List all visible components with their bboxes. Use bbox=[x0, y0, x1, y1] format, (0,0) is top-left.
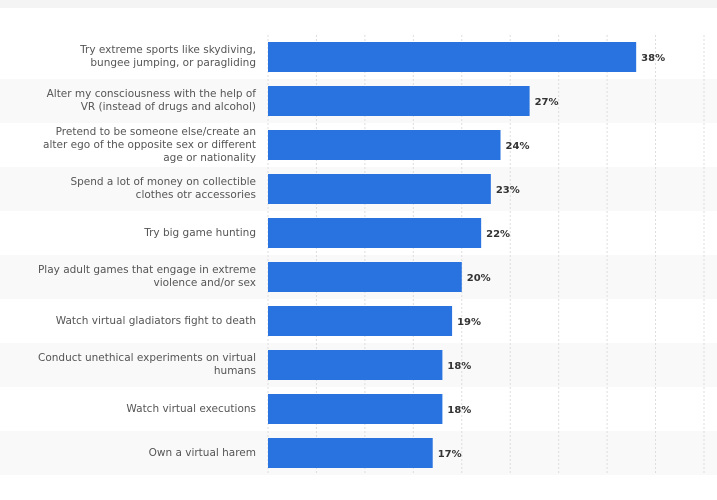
category-label: Conduct unethical experiments on virtual… bbox=[38, 352, 256, 377]
bar bbox=[268, 42, 637, 72]
category-label: Alter my consciousness with the help of … bbox=[46, 88, 256, 113]
bar bbox=[268, 394, 443, 424]
value-label: 18% bbox=[447, 361, 471, 372]
category-label: Try extreme sports like skydiving, bunge… bbox=[80, 44, 256, 69]
category-label: Pretend to be someone else/create an alt… bbox=[43, 125, 256, 164]
value-label: 18% bbox=[447, 405, 471, 416]
value-label: 24% bbox=[506, 141, 530, 152]
bar bbox=[268, 130, 501, 160]
bar bbox=[268, 218, 482, 248]
category-label: Play adult games that engage in extreme … bbox=[37, 264, 256, 289]
bar bbox=[268, 350, 443, 380]
bar bbox=[268, 438, 433, 468]
value-label: 19% bbox=[457, 317, 481, 328]
bar bbox=[268, 174, 491, 204]
bar bbox=[268, 86, 530, 116]
category-label: Watch virtual executions bbox=[126, 402, 256, 415]
value-label: 27% bbox=[535, 97, 559, 108]
value-label: 22% bbox=[486, 229, 510, 240]
value-label: 20% bbox=[467, 273, 491, 284]
value-label: 38% bbox=[641, 53, 665, 64]
value-label: 17% bbox=[438, 449, 462, 460]
bar bbox=[268, 306, 453, 336]
bar bbox=[268, 262, 462, 292]
category-label: Try big game hunting bbox=[144, 226, 256, 239]
category-label: Spend a lot of money on collectible clot… bbox=[70, 176, 256, 201]
value-label: 23% bbox=[496, 185, 520, 196]
category-label: Own a virtual harem bbox=[148, 446, 256, 459]
category-label: Watch virtual gladiators fight to death bbox=[55, 314, 256, 327]
